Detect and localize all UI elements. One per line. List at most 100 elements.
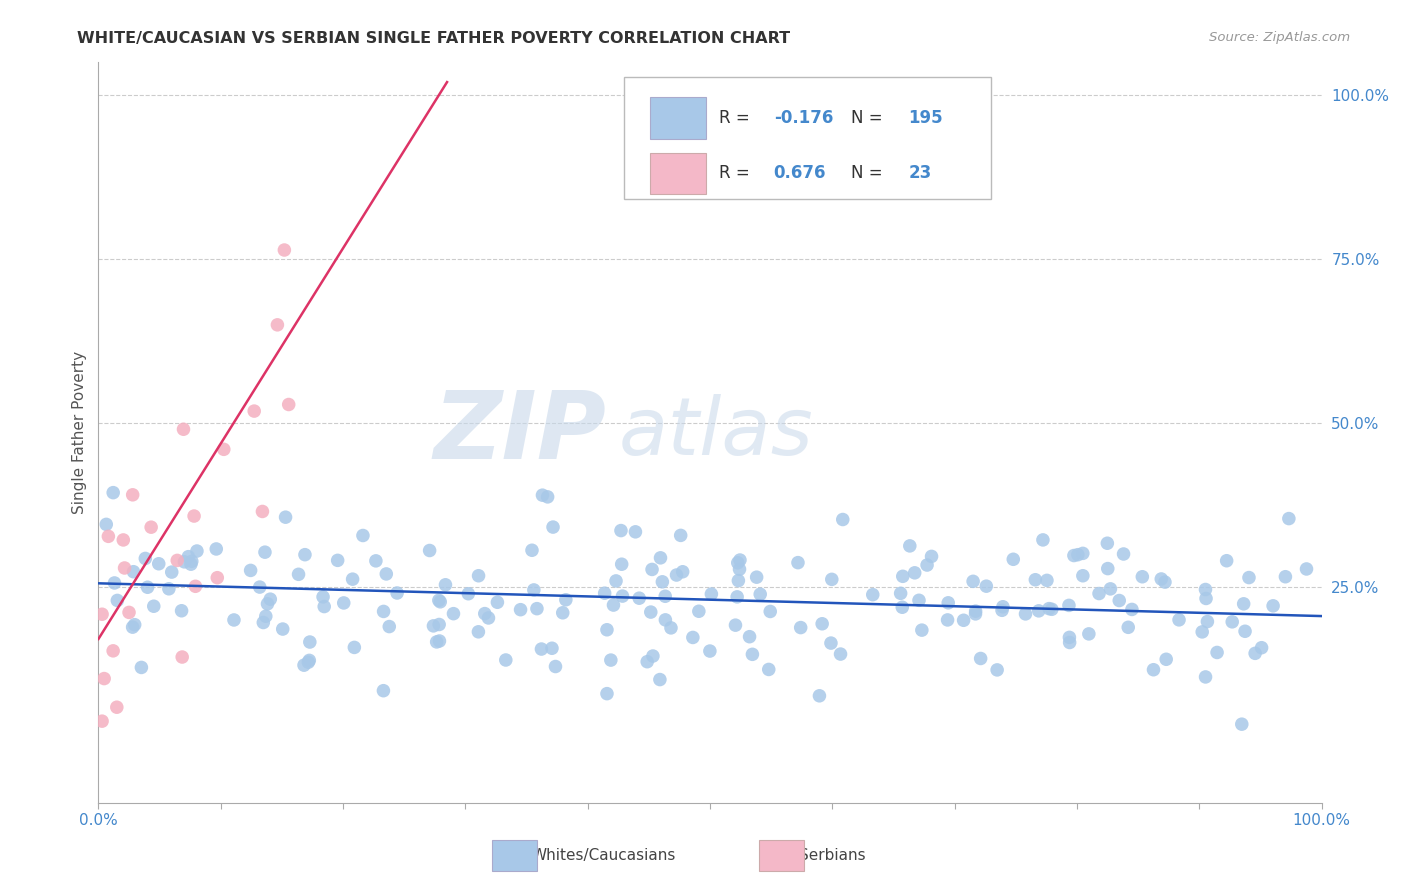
Point <box>1099 582 1122 596</box>
Point <box>434 578 457 592</box>
Point <box>908 593 931 607</box>
Point <box>1108 593 1130 607</box>
Point <box>259 592 281 607</box>
Point <box>986 663 1008 677</box>
Point <box>142 599 165 614</box>
Point <box>1097 536 1119 550</box>
Point <box>103 485 125 500</box>
Point <box>253 545 276 559</box>
Point <box>1112 547 1135 561</box>
Point <box>911 623 934 637</box>
Point <box>1168 613 1191 627</box>
Text: Serbians: Serbians <box>799 848 865 863</box>
Point <box>1194 670 1216 684</box>
Point <box>669 528 692 542</box>
Point <box>1002 552 1025 566</box>
Point <box>274 510 297 524</box>
Point <box>965 604 987 618</box>
Point <box>1244 646 1267 660</box>
Point <box>1036 574 1059 588</box>
Point <box>124 617 146 632</box>
Point <box>426 635 449 649</box>
Point <box>298 635 321 649</box>
Point <box>821 573 844 587</box>
Point <box>173 422 195 436</box>
Point <box>808 689 831 703</box>
Text: Source: ZipAtlas.com: Source: ZipAtlas.com <box>1209 31 1350 45</box>
Point <box>429 634 451 648</box>
Point <box>486 595 509 609</box>
Point <box>294 548 316 562</box>
Point <box>641 562 664 576</box>
Point <box>890 586 912 600</box>
Point <box>252 504 274 518</box>
Point <box>419 543 441 558</box>
Point <box>593 586 616 600</box>
Point <box>184 579 207 593</box>
Point <box>166 553 188 567</box>
Point <box>180 557 202 571</box>
Point <box>650 550 672 565</box>
Point <box>509 602 531 616</box>
Point <box>962 574 984 589</box>
Point <box>789 621 811 635</box>
Point <box>93 672 115 686</box>
Point <box>1154 575 1177 590</box>
Y-axis label: Single Father Poverty: Single Father Poverty <box>72 351 87 514</box>
Text: 0.676: 0.676 <box>773 164 827 183</box>
Point <box>1142 663 1164 677</box>
Point <box>830 647 852 661</box>
Point <box>429 595 451 609</box>
Point <box>186 544 208 558</box>
Point <box>332 596 354 610</box>
Point <box>342 572 364 586</box>
Point <box>915 558 938 572</box>
Point <box>936 613 959 627</box>
Point <box>207 571 229 585</box>
Point <box>364 554 387 568</box>
Point <box>148 557 170 571</box>
Text: WHITE/CAUCASIAN VS SERBIAN SINGLE FATHER POVERTY CORRELATION CHART: WHITE/CAUCASIAN VS SERBIAN SINGLE FATHER… <box>77 31 790 46</box>
Point <box>1121 602 1143 616</box>
Point <box>636 655 658 669</box>
Point <box>699 644 721 658</box>
Point <box>728 553 751 567</box>
Point <box>239 563 262 577</box>
Point <box>1154 652 1177 666</box>
Point <box>602 598 624 612</box>
Point <box>1215 554 1237 568</box>
Point <box>1038 601 1060 615</box>
Point <box>969 651 991 665</box>
Point <box>526 601 548 615</box>
Point <box>952 613 974 627</box>
Point <box>378 619 401 633</box>
Point <box>1234 624 1257 639</box>
Point <box>477 611 499 625</box>
Point <box>749 587 772 601</box>
Point <box>183 509 205 524</box>
Point <box>672 565 695 579</box>
Point <box>898 539 921 553</box>
Point <box>991 603 1014 617</box>
Point <box>287 567 309 582</box>
Point <box>101 644 124 658</box>
Point <box>495 653 517 667</box>
Point <box>1150 572 1173 586</box>
Point <box>1197 615 1219 629</box>
FancyBboxPatch shape <box>650 153 706 194</box>
Point <box>266 318 288 332</box>
Point <box>651 574 673 589</box>
Point <box>891 569 914 583</box>
Point <box>1261 599 1284 613</box>
Point <box>1028 604 1050 618</box>
Point <box>273 243 295 257</box>
Point <box>474 607 496 621</box>
Point <box>427 617 450 632</box>
Point <box>976 579 998 593</box>
Point <box>103 576 125 591</box>
Point <box>1057 599 1080 613</box>
Point <box>665 568 688 582</box>
FancyBboxPatch shape <box>624 78 991 200</box>
Point <box>725 590 748 604</box>
Point <box>249 580 271 594</box>
